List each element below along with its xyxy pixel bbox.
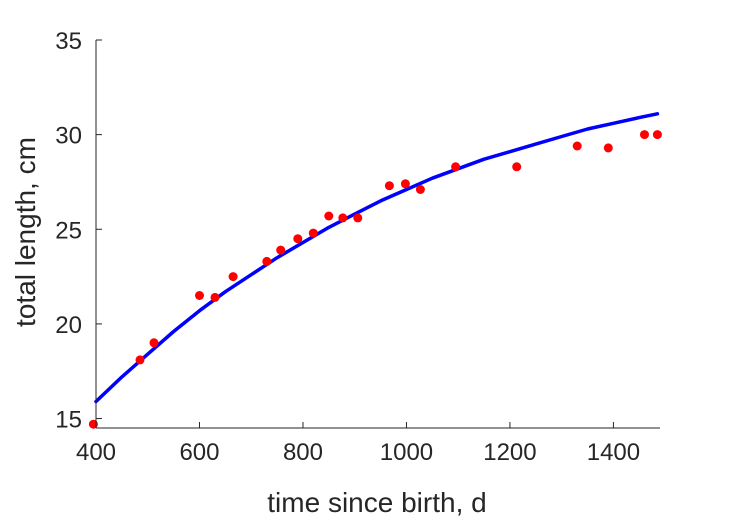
x-tick-label: 1000 [380,439,433,466]
data-point [572,141,582,151]
data-point [262,256,272,266]
data-point [308,228,318,238]
data-point [512,162,522,172]
plot-area [88,112,662,429]
y-tick-label: 30 [55,123,82,150]
data-point [353,213,363,223]
data-point [135,355,145,365]
x-tick-label: 600 [179,439,219,466]
data-point [149,338,159,348]
data-point [324,211,334,221]
x-tick-label: 1200 [483,439,536,466]
data-point [88,419,98,429]
data-point [210,292,220,302]
y-tick-label: 20 [55,312,82,339]
y-tick-label: 35 [55,28,82,55]
data-point [652,130,662,140]
ticks: 400 600 800 1000 1200 1400 15 20 25 30 35 [55,28,640,466]
data-point [228,272,238,282]
data-point [640,130,649,140]
data-point [293,234,303,244]
y-tick-label: 25 [55,217,82,244]
axes [95,40,660,429]
data-point [338,213,348,223]
data-point [451,162,461,172]
data-point [415,185,425,194]
y-tick-label: 15 [55,407,82,434]
x-tick-label: 1400 [587,439,640,466]
data-point [384,181,394,191]
data-point [603,143,613,153]
x-axis-title: time since birth, d [267,487,486,518]
data-point [400,179,410,189]
x-tick-label: 400 [76,439,116,466]
fit-curve [94,112,660,404]
data-point [195,291,204,300]
data-point [276,245,286,255]
x-tick-label: 800 [283,439,323,466]
y-axis-title: total length, cm [10,137,41,327]
